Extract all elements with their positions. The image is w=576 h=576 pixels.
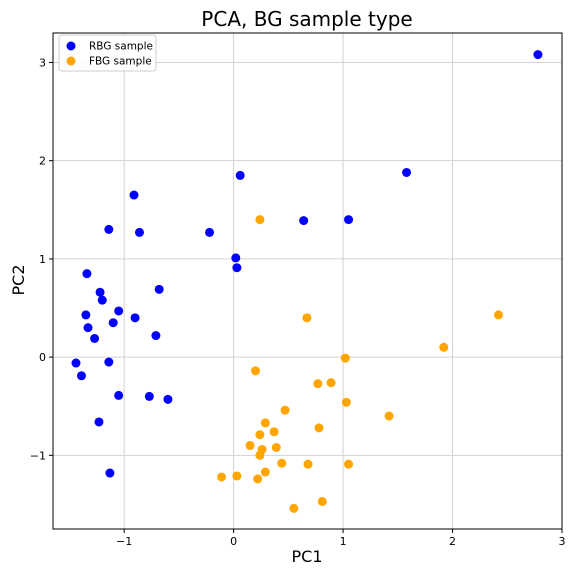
- legend-marker-fbg: [66, 56, 76, 66]
- rbg-sample-point: [151, 331, 161, 341]
- fbg-sample-point: [255, 215, 265, 225]
- y-tick-label: 3: [39, 56, 46, 69]
- y-axis-label: PC2: [9, 265, 28, 296]
- fbg-sample-point: [255, 430, 265, 440]
- rbg-sample-point: [231, 253, 241, 263]
- fbg-sample-point: [217, 472, 227, 482]
- legend: RBG sample FBG sample: [58, 34, 157, 72]
- rbg-sample-point: [90, 333, 100, 343]
- x-tick-label: −1: [116, 535, 132, 548]
- rbg-sample-point: [81, 310, 91, 320]
- fbg-sample-point: [303, 459, 313, 469]
- rbg-sample-point: [144, 391, 154, 401]
- fbg-sample-point: [269, 427, 279, 437]
- fbg-sample-point: [326, 378, 336, 388]
- y-tick-label: 1: [39, 253, 46, 266]
- fbg-sample-point: [277, 458, 287, 468]
- rbg-sample-point: [95, 287, 105, 297]
- rbg-sample-point: [94, 417, 104, 427]
- rbg-sample-point: [108, 318, 118, 328]
- rbg-sample-point: [154, 284, 164, 294]
- rbg-sample-point: [163, 394, 173, 404]
- legend-label-rbg: RBG sample: [89, 41, 153, 53]
- fbg-sample-point: [341, 397, 351, 407]
- y-tick-label: 0: [39, 351, 46, 364]
- rbg-sample-point: [130, 313, 140, 323]
- rbg-sample-point: [83, 323, 93, 333]
- chart-title: PCA, BG sample type: [201, 7, 412, 31]
- fbg-sample-point: [253, 474, 263, 484]
- rbg-sample-point: [97, 295, 107, 305]
- fbg-sample-point: [302, 313, 312, 323]
- fbg-sample-point: [317, 496, 327, 506]
- fbg-sample-point: [344, 459, 354, 469]
- rbg-sample-point: [105, 468, 115, 478]
- rbg-sample-point: [82, 269, 92, 279]
- data-points: [71, 50, 543, 513]
- rbg-sample-point: [299, 216, 309, 226]
- legend-marker-rbg: [66, 41, 76, 51]
- legend-box: [58, 34, 157, 72]
- fbg-sample-point: [439, 342, 449, 352]
- fbg-sample-point: [232, 471, 242, 481]
- fbg-sample-point: [494, 310, 504, 320]
- fbg-sample-point: [384, 411, 394, 421]
- fbg-sample-point: [271, 442, 281, 452]
- rbg-sample-point: [235, 170, 245, 180]
- rbg-sample-point: [402, 167, 412, 177]
- fbg-sample-point: [289, 503, 299, 513]
- fbg-sample-point: [245, 441, 255, 451]
- rbg-sample-point: [104, 224, 114, 234]
- fbg-sample-point: [313, 379, 323, 389]
- x-tick-label: 1: [340, 535, 347, 548]
- fbg-sample-point: [340, 353, 350, 363]
- fbg-sample-point: [260, 467, 270, 477]
- fbg-sample-point: [260, 418, 270, 428]
- plot-area-frame: [52, 32, 563, 530]
- fbg-sample-point: [251, 366, 261, 376]
- x-tick-label: 3: [559, 535, 566, 548]
- fbg-sample-point: [314, 423, 324, 433]
- legend-label-fbg: FBG sample: [89, 56, 152, 68]
- axis-ticks: −1 0 1 2 3 −1 0 1 2 3: [30, 56, 566, 548]
- grid: [53, 33, 563, 529]
- rbg-sample-point: [114, 306, 124, 316]
- rbg-sample-point: [232, 263, 242, 273]
- rbg-sample-point: [71, 358, 81, 368]
- fbg-sample-point: [255, 450, 265, 460]
- x-tick-label: 2: [449, 535, 456, 548]
- x-tick-label: 0: [230, 535, 237, 548]
- rbg-sample-point: [104, 357, 114, 367]
- rbg-sample-point: [533, 50, 543, 60]
- rbg-sample-point: [114, 390, 124, 400]
- y-tick-label: −1: [30, 449, 46, 462]
- y-tick-label: 2: [39, 155, 46, 168]
- rbg-sample-point: [344, 215, 354, 225]
- fbg-sample-point: [280, 405, 290, 415]
- rbg-sample-point: [76, 371, 86, 381]
- rbg-sample-point: [205, 227, 215, 237]
- rbg-sample-point: [129, 190, 139, 200]
- x-axis-label: PC1: [292, 547, 323, 566]
- rbg-sample-point: [134, 227, 144, 237]
